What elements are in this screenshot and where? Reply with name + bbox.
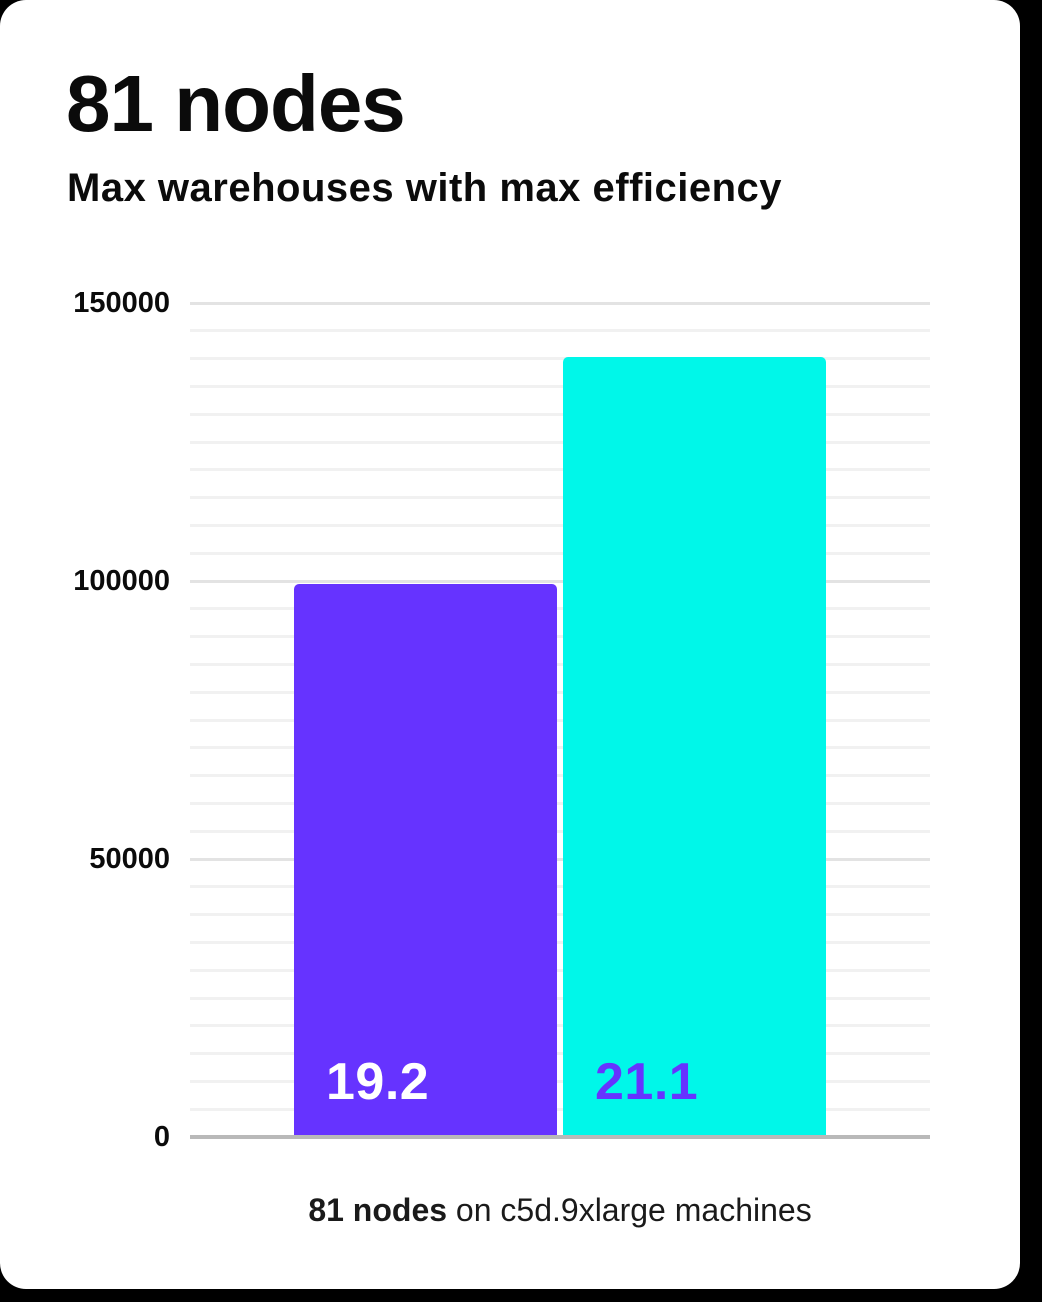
bar-value-label: 21.1 (595, 1053, 699, 1111)
caption-bold-text: 81 nodes (308, 1192, 448, 1228)
gridline-major (190, 857, 930, 861)
gridline-minor (190, 635, 930, 639)
bar-chart: 0 50000 100000 150000 19.2 21.1 (73, 287, 930, 1153)
gridline-minor (190, 357, 930, 361)
gridline-minor (190, 329, 930, 333)
gridline-minor (190, 885, 930, 889)
gridline-minor (190, 412, 930, 416)
gridline-minor (190, 774, 930, 778)
chart-card: 81 nodes Max warehouses with max efficie… (0, 0, 1020, 1289)
y-axis-tick-label: 100000 (73, 565, 170, 597)
y-axis-tick-label: 150000 (73, 287, 170, 319)
x-axis-line (190, 1135, 930, 1139)
gridline-minor (190, 1107, 930, 1111)
gridline-major (190, 301, 930, 305)
gridline-minor (190, 1079, 930, 1083)
gridline-minor (190, 551, 930, 555)
gridline-minor (190, 913, 930, 917)
y-axis-tick-label: 50000 (89, 843, 170, 875)
gridline-minor (190, 607, 930, 611)
bar-21.1 (563, 356, 826, 1135)
gridline-minor (190, 718, 930, 722)
gridline-minor (190, 1024, 930, 1028)
gridline-major (190, 579, 930, 583)
gridline-minor (190, 523, 930, 527)
gridline-minor (190, 468, 930, 472)
gridline-minor (190, 968, 930, 972)
y-axis-tick-label: 0 (153, 1121, 170, 1153)
bar-value-label: 19.2 (326, 1053, 430, 1111)
page-title: 81 nodes (66, 59, 406, 148)
gridline-minor (190, 746, 930, 750)
gridline-minor (190, 996, 930, 1000)
gridline-minor (190, 690, 930, 694)
gridline-minor (190, 384, 930, 388)
gridline-minor (190, 662, 930, 666)
bar-19.2 (294, 583, 557, 1135)
gridline-minor (190, 496, 930, 500)
gridline-minor (190, 801, 930, 805)
caption-rest-text: on c5d.9xlarge machines (447, 1192, 812, 1228)
gridline-minor (190, 1052, 930, 1056)
gridline-minor (190, 440, 930, 444)
gridline-minor (190, 940, 930, 944)
page-subtitle: Max warehouses with max efficiency (67, 166, 783, 210)
chart-caption: 81 nodes on c5d.9xlarge machines (150, 1188, 970, 1232)
gridline-minor (190, 829, 930, 833)
